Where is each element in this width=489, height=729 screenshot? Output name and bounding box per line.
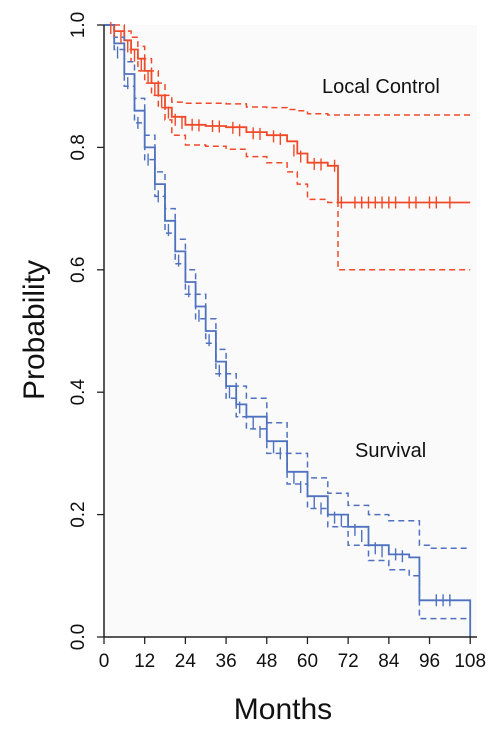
y-tick-label: 0.8 [68, 134, 89, 160]
curves-layer [104, 24, 472, 637]
y-ticks: 0.0 0.2 0.4 0.6 0.8 1.0 [68, 12, 104, 650]
survival-curve [104, 24, 472, 637]
y-tick-label: 0.0 [68, 624, 89, 650]
x-ticks: 0 12 24 36 48 60 72 84 96 108 [99, 637, 486, 672]
x-tick-label: 96 [419, 651, 440, 672]
x-tick-label: 24 [175, 651, 197, 672]
x-tick-label: 12 [134, 651, 155, 672]
x-tick-label: 0 [99, 651, 110, 672]
y-tick-label: 0.6 [68, 257, 89, 283]
survival-ci-lower [104, 24, 471, 620]
axes-layer [103, 25, 477, 638]
y-tick-label: 1.0 [68, 12, 89, 38]
plot-area [104, 25, 477, 637]
survival-ci-upper [104, 24, 471, 550]
y-tick-label: 0.4 [68, 379, 89, 406]
x-axis-title: Months [234, 693, 332, 726]
x-tick-label: 84 [378, 651, 400, 672]
survival-label: Survival [355, 440, 426, 462]
x-tick-label: 60 [297, 651, 318, 672]
local-control-ci-lower [104, 24, 471, 271]
y-axis-title: Probability [18, 260, 51, 400]
local-control-label: Local Control [322, 76, 440, 98]
x-tick-label: 108 [454, 651, 486, 672]
x-tick-label: 72 [338, 651, 359, 672]
x-tick-label: 48 [256, 651, 277, 672]
local-control-ci-upper [104, 24, 471, 116]
local-control-curve [104, 24, 471, 204]
x-tick-label: 36 [216, 651, 237, 672]
censor-marks-layer [110, 22, 451, 607]
y-tick-label: 0.2 [68, 501, 89, 527]
